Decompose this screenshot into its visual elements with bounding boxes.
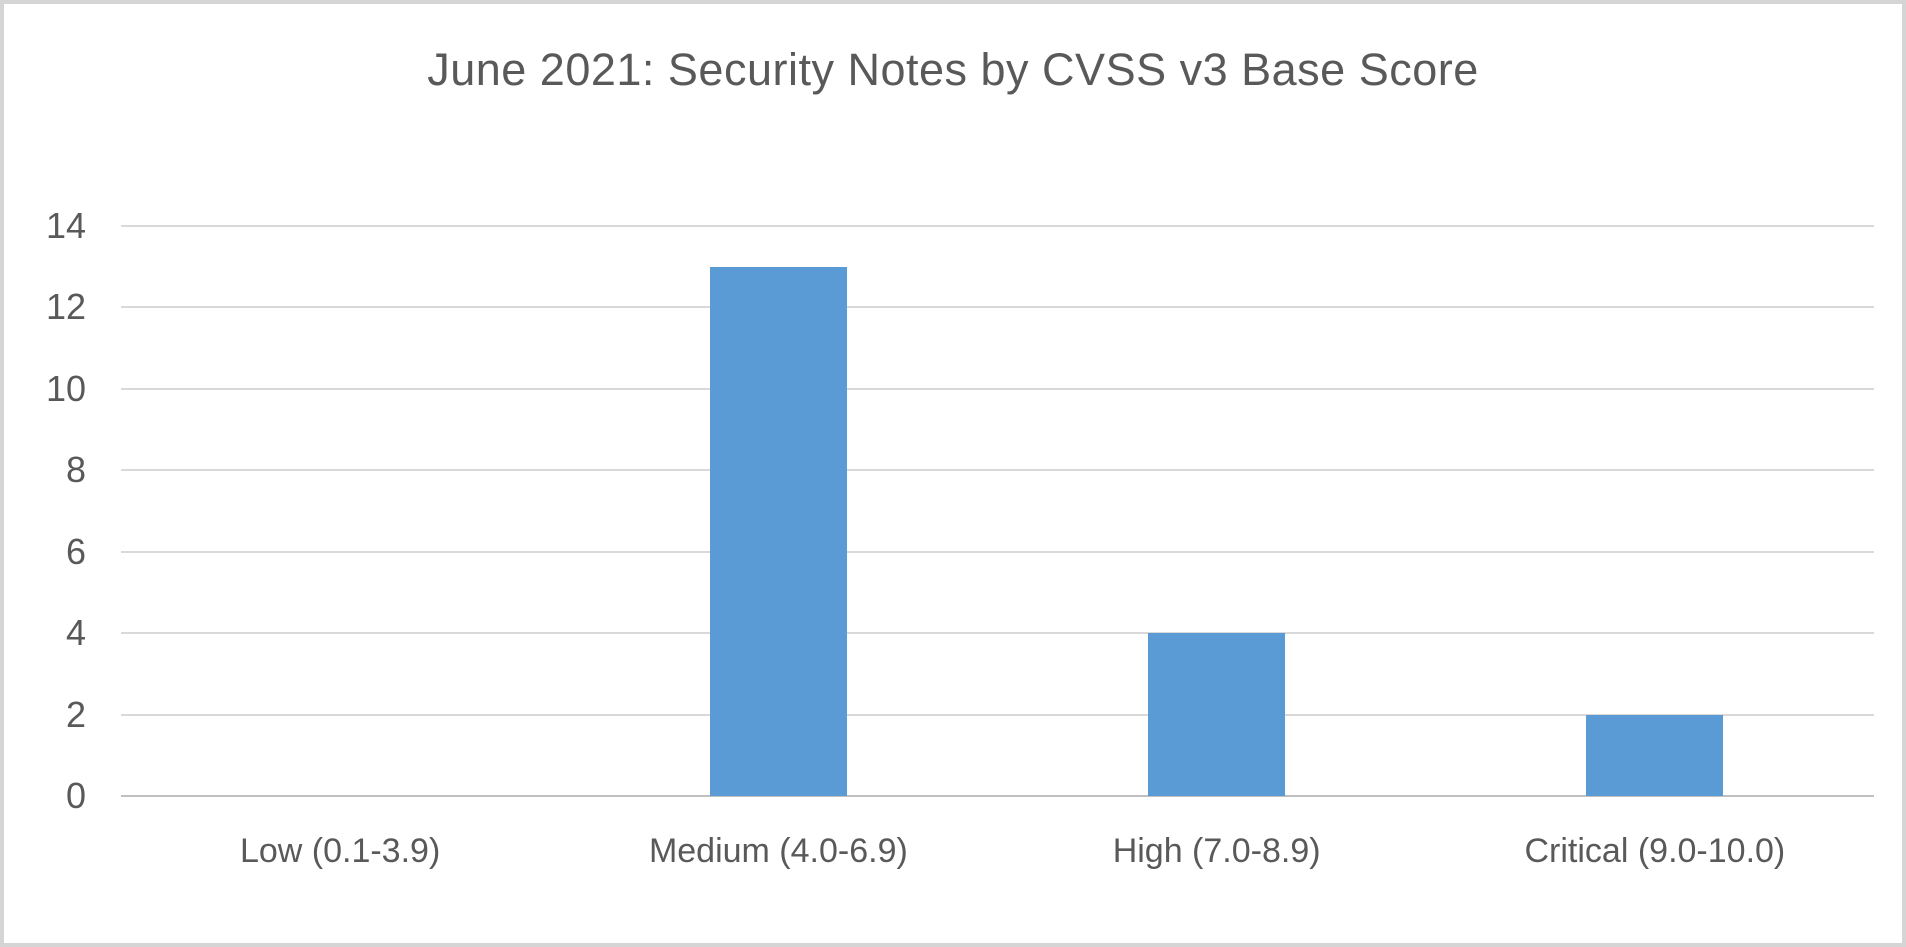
x-category-label: Low (0.1-3.9): [239, 832, 441, 870]
y-tick-label: 12: [45, 286, 86, 328]
bar-medium: [709, 266, 847, 796]
x-axis-line: [121, 795, 1874, 797]
y-tick-label: 4: [65, 612, 86, 654]
y-tick-label: 8: [65, 449, 86, 491]
chart-title: June 2021: Security Notes by CVSS v3 Bas…: [427, 44, 1479, 95]
y-tick-label: 10: [45, 367, 86, 409]
y-tick-label: 14: [45, 205, 86, 246]
bar-critical: [1586, 714, 1724, 796]
y-tick-label: 0: [65, 775, 86, 816]
gridline: [121, 225, 1874, 227]
gridline: [121, 469, 1874, 472]
gridline: [121, 550, 1874, 553]
gridline: [121, 387, 1874, 390]
gridline: [121, 713, 1874, 716]
bar-high: [1148, 633, 1286, 796]
x-category-label: Medium (4.0-6.9): [648, 832, 908, 870]
y-tick-label: 2: [65, 693, 86, 735]
x-category-label: High (7.0-8.9): [1112, 832, 1321, 870]
gridline: [121, 306, 1874, 309]
gridline: [121, 632, 1874, 635]
y-tick-label: 6: [65, 530, 86, 572]
x-category-label: Critical (9.0-10.0): [1524, 832, 1786, 870]
